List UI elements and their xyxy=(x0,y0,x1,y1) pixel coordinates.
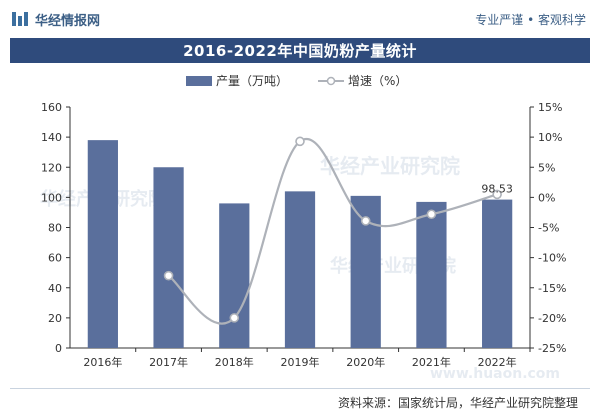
data-labels: 98.53 xyxy=(481,183,513,196)
line-point xyxy=(360,216,371,226)
y-right-tick-label: 10% xyxy=(538,131,562,144)
chart-axes: 0 20 40 60 80 100 120 140 160 -25% -20% -15% -10% -5%… xyxy=(41,101,566,369)
x-tick-label: 2021年 xyxy=(412,355,451,369)
line-point xyxy=(492,189,502,200)
x-tick-label: 2020年 xyxy=(346,355,385,369)
bar xyxy=(482,199,513,348)
x-tick-label: 2019年 xyxy=(281,355,320,369)
y-left-tick-label: 60 xyxy=(48,252,62,265)
brand-name: 华经情报网 xyxy=(35,13,101,29)
line-point xyxy=(229,313,240,323)
y-right-tick-label: -10% xyxy=(538,252,566,265)
legend-line-label: 增速（%） xyxy=(348,74,407,88)
line-point xyxy=(426,209,437,220)
line-point xyxy=(163,270,174,281)
y-left-tick-label: 0 xyxy=(55,342,62,355)
line-point xyxy=(295,136,305,147)
y-left-tick-label: 80 xyxy=(48,222,62,235)
y-left-tick-label: 160 xyxy=(41,101,62,114)
y-left-tick-label: 120 xyxy=(41,161,62,174)
y-left-tick-label: 20 xyxy=(48,312,62,325)
y-right-tick-label: -5% xyxy=(538,222,559,235)
y-right-tick-label: -25% xyxy=(538,342,566,355)
bar xyxy=(87,140,118,348)
chart-title-bar: 2016-2022年中国奶粉产量统计 xyxy=(10,38,590,63)
bar xyxy=(284,191,316,348)
source-note: 资料来源：国家统计局，华经产业研究院整理 xyxy=(337,395,578,410)
bar xyxy=(153,167,184,348)
x-tick-label: 2018年 xyxy=(215,355,254,369)
y-right-tick-label: 0% xyxy=(538,191,555,204)
x-tick-label: 2017年 xyxy=(149,355,188,369)
x-tick-label: 2016年 xyxy=(83,355,122,369)
bar-series xyxy=(87,140,513,348)
y-right-tick-label: -20% xyxy=(538,312,566,325)
legend-bar-swatch xyxy=(186,76,212,86)
chart-legend: 产量（万吨） 增速（%） xyxy=(186,74,407,88)
brand-tagline: 专业严谨 • 客观科学 xyxy=(475,12,586,27)
y-right-tick-label: 15% xyxy=(538,101,562,114)
growth-line xyxy=(167,137,498,325)
line-series xyxy=(163,136,502,325)
y-left-tick-label: 40 xyxy=(48,282,62,295)
y-left-tick-label: 100 xyxy=(41,191,62,204)
brand-logo-icon xyxy=(12,12,28,26)
bar xyxy=(416,201,447,348)
footer: 资料来源：国家统计局，华经产业研究院整理 xyxy=(10,388,590,415)
x-tick-label: 2022年 xyxy=(478,355,517,369)
y-left-tick-label: 140 xyxy=(41,131,62,144)
bar-value-label: 98.53 xyxy=(481,183,513,196)
y-right-tick-label: -15% xyxy=(538,282,566,295)
y-right-tick-label: 5% xyxy=(538,161,555,174)
header: 华经情报网 专业严谨 • 客观科学 xyxy=(0,0,600,38)
production-chart: 产量（万吨） 增速（%） 0 20 40 60 80 100 120 140 160 -25% -2… xyxy=(41,74,566,369)
chart-title: 2016-2022年中国奶粉产量统计 xyxy=(183,42,417,60)
legend-line-marker xyxy=(326,76,336,86)
bar xyxy=(219,203,250,348)
legend-bar-label: 产量（万吨） xyxy=(216,74,288,88)
brand[interactable]: 华经情报网 xyxy=(12,10,100,29)
